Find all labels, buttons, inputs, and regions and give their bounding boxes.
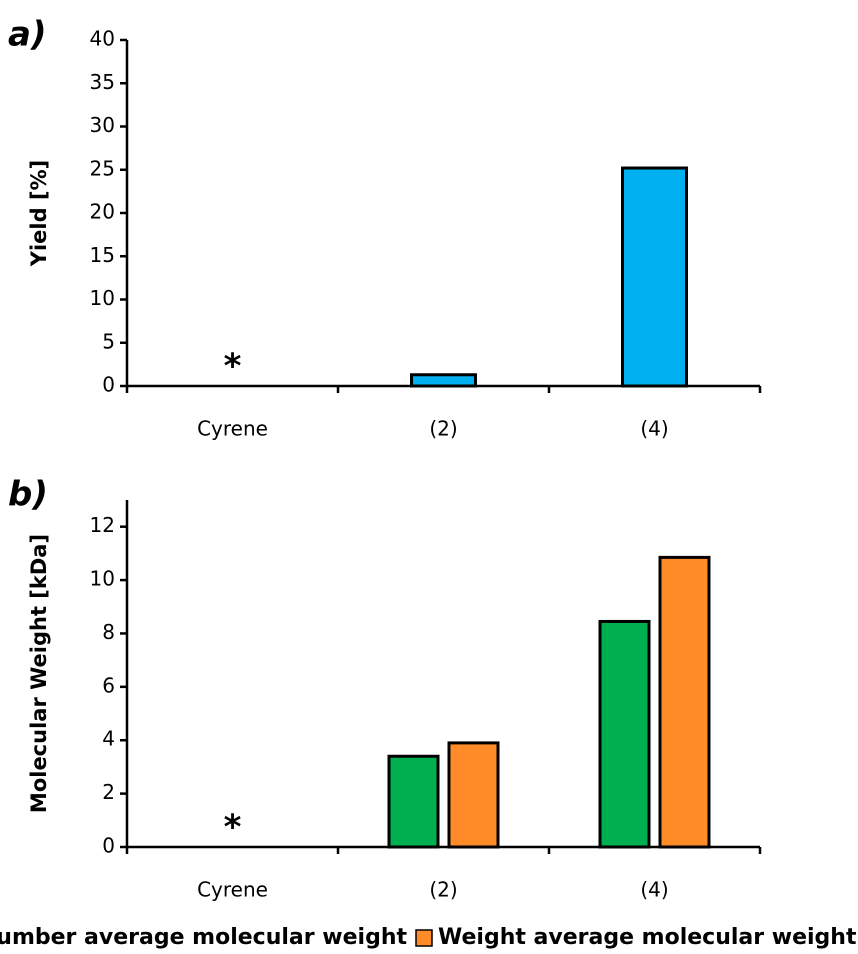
x-tick-label: (2) (429, 878, 457, 902)
annotation: * (224, 808, 242, 848)
legend-label: Number average molecular weight (0, 925, 407, 950)
y-tick-label: 0 (102, 834, 115, 858)
y-tick-label: 30 (90, 113, 115, 137)
bar (658, 555, 711, 849)
y-tick-label: 5 (102, 329, 115, 353)
bar (447, 741, 500, 849)
y-tick-label: 15 (90, 243, 115, 267)
y-tick-label: 20 (90, 200, 115, 224)
x-tick-label: Cyrene (197, 417, 268, 441)
legend-swatch (415, 929, 433, 947)
bar (387, 754, 440, 849)
bar (598, 619, 651, 849)
y-tick-label: 0 (102, 373, 115, 397)
y-tick-label: 2 (102, 780, 115, 804)
bar (621, 166, 688, 388)
panel-label: a) (8, 15, 46, 55)
y-axis-label: Yield [%] (27, 160, 51, 267)
x-tick-label: (2) (429, 417, 457, 441)
y-tick-label: 12 (90, 513, 115, 537)
y-tick-label: 4 (102, 727, 115, 751)
x-tick-label: (4) (640, 417, 668, 441)
annotation: * (224, 347, 242, 387)
y-tick-label: 10 (90, 286, 115, 310)
bar (410, 373, 477, 388)
y-tick-label: 40 (90, 27, 115, 51)
y-tick-label: 35 (90, 70, 115, 94)
y-tick-label: 6 (102, 673, 115, 697)
x-tick-label: Cyrene (197, 878, 268, 902)
legend-label: Weight average molecular weight (438, 925, 857, 950)
x-tick-label: (4) (640, 878, 668, 902)
y-tick-label: 10 (90, 567, 115, 591)
y-tick-label: 8 (102, 620, 115, 644)
y-tick-label: 25 (90, 156, 115, 180)
panel-label: b) (8, 475, 48, 515)
y-axis-label: Molecular Weight [kDa] (27, 534, 51, 813)
